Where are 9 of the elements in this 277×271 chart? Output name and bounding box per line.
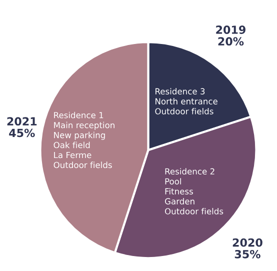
- data-label: 35%: [234, 250, 260, 258]
- text: Residence 2 Pool Fitness Garden Outdoor fields: [164, 168, 224, 214]
- slice-label: 2019: [216, 26, 246, 34]
- data-label: 20%: [218, 37, 244, 46]
- data-label: 45%: [9, 128, 35, 138]
- text: Residence 1 Main reception New parking Oak field La Ferme Outdoor fields: [54, 112, 114, 168]
- slice-label: 2021: [7, 117, 37, 126]
- slice-label: 2020: [232, 238, 262, 247]
- text: Residence 3 North entrance Outdoor fields: [155, 88, 218, 114]
